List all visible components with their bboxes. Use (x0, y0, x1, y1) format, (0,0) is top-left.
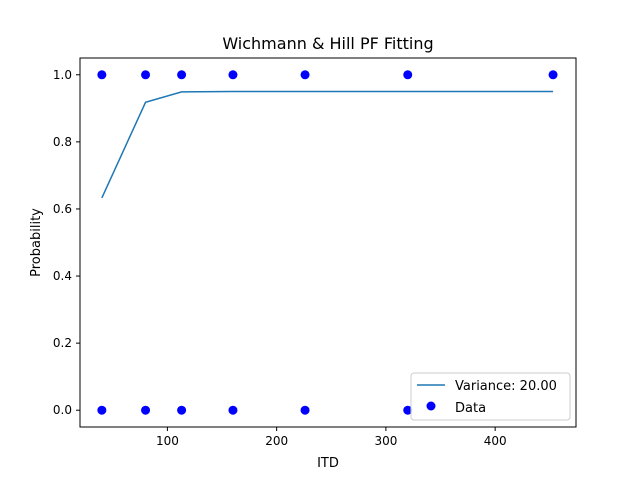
legend-box (410, 372, 571, 421)
x-tick-label: 200 (265, 434, 288, 448)
data-point (97, 70, 107, 80)
series-line-variance (101, 90, 554, 199)
data-point (300, 70, 310, 80)
y-tick-label: 0.2 (53, 336, 72, 350)
data-point (177, 405, 187, 415)
y-tick-label: 1.0 (53, 68, 72, 82)
data-point (228, 70, 238, 80)
x-tick-label: 400 (484, 434, 507, 448)
legend: Variance: 20.00 Data (410, 372, 571, 421)
data-point (403, 405, 413, 415)
legend-label-data: Data (455, 401, 486, 416)
y-tick-label: 0.6 (53, 202, 72, 216)
data-point (141, 70, 151, 80)
data-point (141, 405, 151, 415)
y-tick-label: 0.4 (53, 269, 72, 283)
y-tick-label: 0.8 (53, 135, 72, 149)
data-point (403, 70, 413, 80)
chart-title: Wichmann & Hill PF Fitting (222, 34, 433, 53)
data-point (177, 70, 187, 80)
legend-marker-swatch (426, 401, 436, 411)
x-axis-label: ITD (317, 456, 339, 471)
plot-frame (79, 57, 577, 428)
legend-label-line: Variance: 20.00 (455, 379, 557, 394)
data-point (300, 405, 310, 415)
x-tick-label: 300 (374, 434, 397, 448)
data-point (97, 405, 107, 415)
y-tick-label: 0.0 (53, 403, 72, 417)
y-axis-label: Probability (29, 208, 44, 277)
data-point (548, 70, 558, 80)
data-point (228, 405, 238, 415)
x-tick-label: 100 (156, 434, 179, 448)
